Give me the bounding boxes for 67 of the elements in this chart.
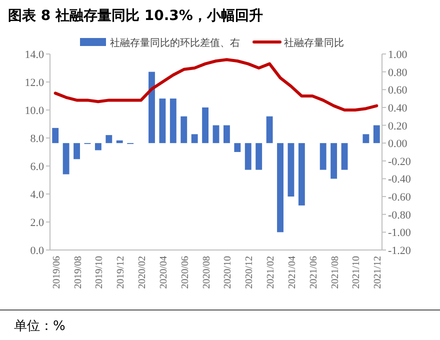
bar — [320, 143, 326, 170]
bar — [74, 143, 80, 160]
x-tick-label: 2019/10 — [94, 256, 106, 289]
y2-tick-label: 0.00 — [388, 138, 408, 150]
x-tick-label: 2021/12 — [372, 256, 384, 289]
y2-tick-label: -0.80 — [388, 209, 412, 222]
bar — [202, 107, 209, 144]
x-tick-label: 2020/04 — [158, 256, 170, 289]
y2-tick-label: 0.20 — [388, 120, 408, 132]
legend-label: 社融存量同比 — [284, 37, 344, 49]
y2-tick-label: 0.40 — [388, 102, 408, 114]
bar — [170, 98, 176, 144]
bar — [106, 135, 112, 144]
y2-tick-label: -1.00 — [388, 227, 412, 240]
y2-tick-label: -0.20 — [388, 156, 412, 168]
bar — [148, 72, 155, 144]
y-tick-label: 12.0 — [24, 77, 44, 89]
line-series — [54, 58, 378, 112]
bar — [52, 128, 59, 144]
y2-tick-label: -1.20 — [388, 245, 412, 257]
x-tick-label: 2019/08 — [72, 256, 84, 289]
bar — [159, 98, 166, 144]
bar — [330, 143, 338, 179]
x-tick-label: 2020/06 — [180, 256, 191, 289]
bar — [256, 143, 262, 170]
y-tick-label: 6.0 — [30, 161, 44, 173]
x-tick-label: 2021/06 — [308, 256, 320, 289]
chart-title: 图表 8 社融存量同比 10.3%，小幅回升 — [8, 7, 263, 24]
bar — [212, 125, 220, 144]
bar — [298, 143, 305, 206]
bar — [94, 143, 102, 150]
x-tick-label: 2021/02 — [266, 256, 277, 289]
bar — [362, 134, 370, 144]
y2-tick-label: -0.60 — [388, 192, 412, 204]
x-tick-label: 2020/12 — [244, 256, 256, 289]
y-tick-label: 8.0 — [30, 133, 44, 145]
y-tick-label: 0.0 — [30, 245, 44, 257]
text: 单位：% — [14, 319, 66, 334]
y2-tick-label: 1.00 — [388, 49, 408, 61]
x-tick-label: 2021/04 — [286, 256, 298, 289]
y2-tick-label: 0.80 — [388, 66, 408, 79]
bar — [116, 140, 123, 144]
bar — [288, 143, 294, 197]
bar — [234, 143, 241, 152]
x-tick-label: 2020/08 — [201, 256, 212, 289]
bar — [180, 116, 188, 144]
x-tick-label: 2019/06 — [51, 256, 62, 289]
y2-tick-label: 0.60 — [388, 84, 408, 97]
bar — [266, 116, 273, 144]
bar — [244, 143, 252, 170]
bar — [277, 143, 284, 232]
bar — [373, 125, 380, 144]
x-tick-label: 2021/08 — [330, 256, 341, 289]
legend-label: 社融存量同比的环比差值、右 — [110, 37, 240, 49]
x-tick-label: 2020/02 — [137, 256, 148, 289]
x-tick-label: 2020/10 — [222, 256, 234, 289]
y-tick-label: 14.0 — [24, 49, 44, 61]
y2-tick-label: -0.40 — [388, 174, 412, 186]
bar — [191, 134, 198, 144]
bar — [223, 125, 230, 144]
bar — [341, 143, 348, 170]
y-tick-label: 4.0 — [30, 189, 44, 201]
bar — [62, 143, 70, 174]
x-tick-label: 2019/12 — [116, 256, 127, 289]
x-tick-label: 2021/10 — [351, 256, 362, 289]
y-tick-label: 2.0 — [30, 217, 44, 229]
y-tick-label: 10.0 — [24, 105, 44, 117]
